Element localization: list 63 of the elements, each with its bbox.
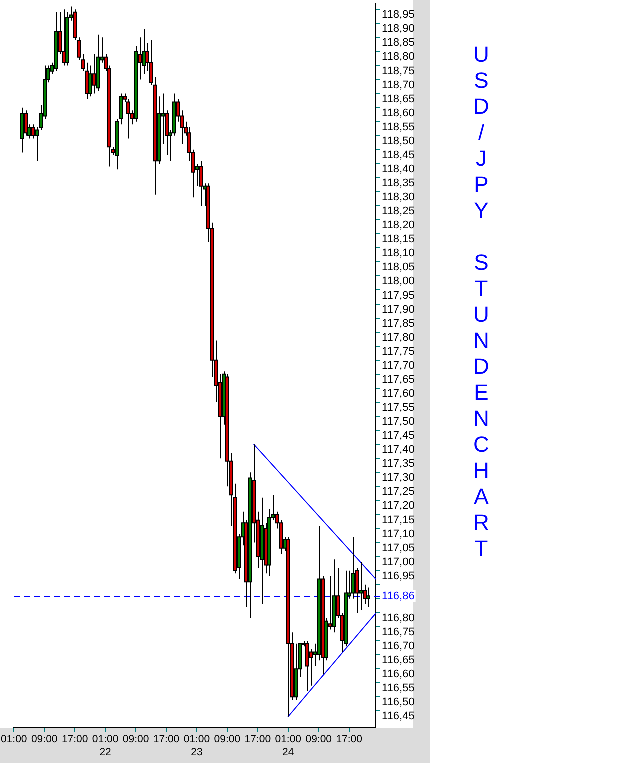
x-tick-label: 17:00	[153, 733, 180, 746]
y-tick-label: 117,65	[382, 374, 415, 386]
y-tick-label: 118,05	[382, 262, 415, 274]
y-tick-label: 118,75	[382, 65, 415, 78]
y-tick-label: 116,65	[382, 654, 415, 667]
y-tick-label: 118,35	[382, 178, 415, 190]
y-tick-label: 116,50	[382, 696, 415, 709]
y-tick-label: 118,70	[382, 79, 415, 92]
y-tick-label: 117,50	[382, 416, 415, 428]
x-tick-label: 09:00	[122, 733, 150, 746]
y-tick-label: 118,80	[382, 51, 415, 64]
y-tick-label: 118,90	[382, 23, 415, 36]
y-tick-label: 116,70	[382, 640, 415, 653]
x-tick-label: 09:00	[31, 733, 58, 746]
y-tick-label: 117,05	[382, 542, 415, 554]
y-tick-label: 117,40	[382, 444, 415, 456]
y-tick-label: 116,80	[382, 612, 415, 624]
y-tick-label: 117,80	[382, 332, 415, 344]
x-tick-label: 01:00	[0, 733, 28, 746]
y-tick-label: 117,25	[382, 486, 415, 498]
y-tick-label: 116,95	[382, 570, 415, 582]
text: USD/JPY STUNDENCHART	[469, 42, 494, 562]
y-tick-label: 118,40	[382, 163, 415, 176]
x-tick-label: 09:00	[306, 733, 332, 746]
y-tick-label: 118,20	[382, 220, 415, 232]
y-tick-label: 117,95	[382, 290, 415, 302]
x-tick-label: 01:00 22	[92, 733, 119, 759]
y-tick-label: 117,90	[382, 304, 415, 316]
y-tick-label: 118,55	[382, 121, 415, 134]
y-tick-label: 118,30	[382, 192, 415, 204]
y-tick-label: 118,50	[382, 135, 415, 148]
x-tick-label: 09:00	[214, 733, 241, 746]
y-tick-label: 118,45	[382, 149, 415, 162]
y-tick-label: 117,75	[382, 346, 415, 358]
y-tick-label: 117,70	[382, 360, 415, 372]
x-tick-label: 17:00	[336, 733, 363, 746]
y-tick-label: 117,85	[382, 318, 415, 330]
y-tick-label: 118,65	[382, 93, 415, 106]
y-tick-label: 116,55	[382, 682, 415, 695]
y-tick-label: 117,00	[382, 556, 415, 568]
y-tick-label: 116,45	[382, 710, 415, 723]
y-tick-label: 117,20	[382, 500, 415, 512]
y-tick-label: 117,45	[382, 430, 415, 442]
y-tick-label: 118,10	[382, 248, 415, 260]
y-tick-label: 118,95	[382, 9, 415, 22]
y-tick-label: 117,15	[382, 514, 415, 526]
y-tick-label: 118,00	[382, 276, 415, 288]
y-tick-label: 118,25	[382, 206, 415, 218]
y-tick-label: 117,55	[382, 402, 415, 414]
y-tick-label: 117,30	[382, 472, 415, 484]
y-tick-label: 118,60	[382, 107, 415, 120]
ref-line-label: 116,86	[382, 590, 415, 603]
y-tick-label: 118,15	[382, 234, 415, 246]
y-tick-label: 117,60	[382, 388, 415, 400]
x-tick-label: 01:00 23	[184, 733, 210, 759]
y-tick-label: 116,60	[382, 668, 415, 681]
x-tick-label: 17:00	[62, 733, 88, 746]
x-tick-label: 01:00 24	[275, 733, 302, 759]
y-tick-label: 117,35	[382, 458, 415, 470]
y-tick-label: 116,75	[382, 626, 415, 639]
x-tick-label: 17:00	[244, 733, 272, 746]
y-tick-label: 117,10	[382, 528, 415, 540]
y-tick-label: 118,85	[382, 37, 415, 50]
